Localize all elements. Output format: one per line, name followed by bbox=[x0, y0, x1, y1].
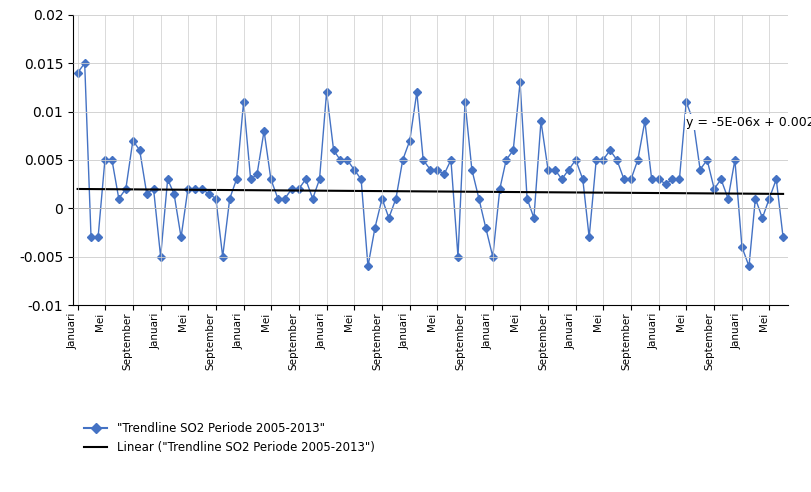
Linear ("Trendline SO2 Periode 2005-2013") bbox=[729, 190, 739, 196]
Linear ("Trendline SO2 Periode 2005-2013") bbox=[777, 191, 787, 197]
"Trendline SO2 Periode 2005-2013" bbox=[363, 263, 372, 269]
"Trendline SO2 Periode 2005-2013" bbox=[272, 196, 282, 202]
"Trendline SO2 Periode 2005-2013" bbox=[709, 186, 719, 192]
Linear ("Trendline SO2 Periode 2005-2013") bbox=[73, 186, 83, 192]
"Trendline SO2 Periode 2005-2013" bbox=[79, 60, 89, 66]
Linear ("Trendline SO2 Periode 2005-2013") bbox=[480, 189, 490, 195]
Line: Linear ("Trendline SO2 Periode 2005-2013"): Linear ("Trendline SO2 Periode 2005-2013… bbox=[78, 189, 782, 194]
Linear ("Trendline SO2 Periode 2005-2013") bbox=[709, 190, 719, 196]
Line: "Trendline SO2 Periode 2005-2013": "Trendline SO2 Periode 2005-2013" bbox=[75, 61, 785, 269]
Linear ("Trendline SO2 Periode 2005-2013") bbox=[694, 190, 704, 196]
"Trendline SO2 Periode 2005-2013" bbox=[495, 186, 504, 192]
Legend: "Trendline SO2 Periode 2005-2013", Linear ("Trendline SO2 Periode 2005-2013"): "Trendline SO2 Periode 2005-2013", Linea… bbox=[79, 417, 379, 459]
Text: y = -5E-06x + 0.002: y = -5E-06x + 0.002 bbox=[685, 116, 811, 128]
"Trendline SO2 Periode 2005-2013" bbox=[729, 157, 739, 163]
Linear ("Trendline SO2 Periode 2005-2013") bbox=[715, 190, 725, 196]
"Trendline SO2 Periode 2005-2013" bbox=[73, 70, 83, 76]
Linear ("Trendline SO2 Periode 2005-2013") bbox=[266, 187, 276, 193]
"Trendline SO2 Periode 2005-2013" bbox=[723, 196, 732, 202]
"Trendline SO2 Periode 2005-2013" bbox=[743, 263, 753, 269]
"Trendline SO2 Periode 2005-2013" bbox=[777, 234, 787, 240]
